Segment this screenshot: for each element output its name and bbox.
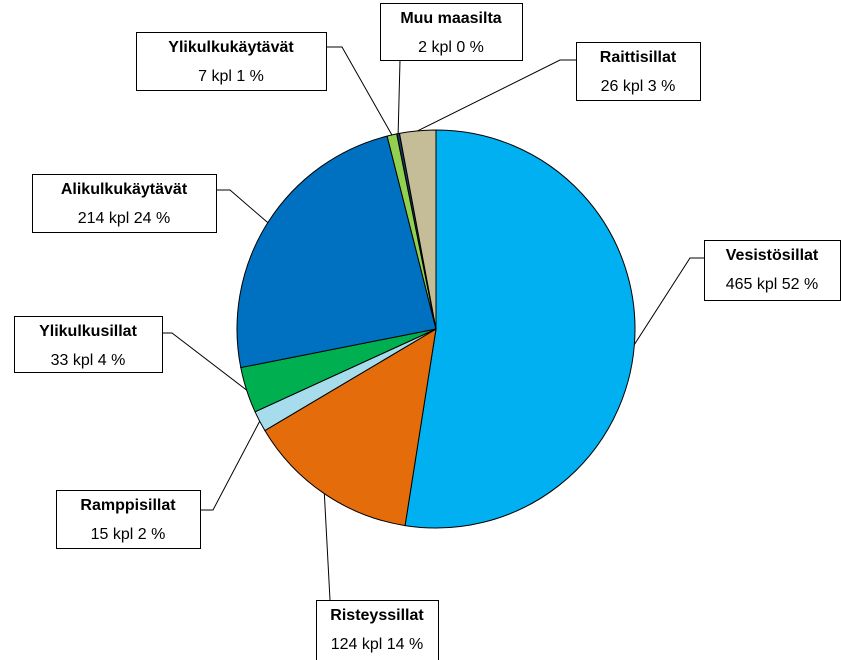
value-label: 7 kpl 1 % — [198, 68, 264, 85]
slice-label: Risteyssillat — [330, 607, 424, 624]
pie-slice — [398, 129, 437, 330]
leader-line — [200, 421, 261, 511]
slice-label: Alikulkukäytävät — [61, 181, 188, 198]
slice-label: Muu maasilta — [400, 10, 501, 27]
slice-label: Vesistösillat — [726, 247, 819, 264]
leader-line — [216, 189, 269, 224]
pie-slice — [264, 328, 437, 527]
value-label: 2 kpl 0 % — [418, 39, 484, 56]
value-label: 15 kpl 2 % — [91, 526, 166, 543]
label-box — [14, 316, 163, 373]
value-label: 33 kpl 4 % — [51, 352, 126, 369]
value-label: 214 kpl 24 % — [78, 210, 171, 227]
slice-label: Ramppisillat — [80, 497, 176, 514]
slice-label: Ylikulkukäytävät — [168, 39, 294, 56]
leader-line — [633, 257, 704, 345]
leader-line — [323, 493, 331, 601]
leader-line — [397, 59, 401, 134]
label-box — [136, 32, 327, 91]
label-box — [704, 240, 841, 301]
leader-line — [162, 332, 247, 391]
value-label: 124 kpl 14 % — [331, 636, 424, 653]
label-box — [56, 490, 201, 549]
label-box — [380, 3, 523, 61]
label-box — [316, 600, 439, 660]
slice-label: Ylikulkusillat — [39, 323, 137, 340]
value-label: 26 kpl 3 % — [601, 78, 676, 95]
leader-line — [326, 46, 393, 136]
label-box — [32, 174, 217, 233]
slice-label: Raittisillat — [600, 49, 677, 66]
label-box — [576, 42, 701, 101]
leader-line — [417, 59, 576, 132]
pie-slice — [404, 129, 636, 529]
value-label: 465 kpl 52 % — [726, 276, 819, 293]
